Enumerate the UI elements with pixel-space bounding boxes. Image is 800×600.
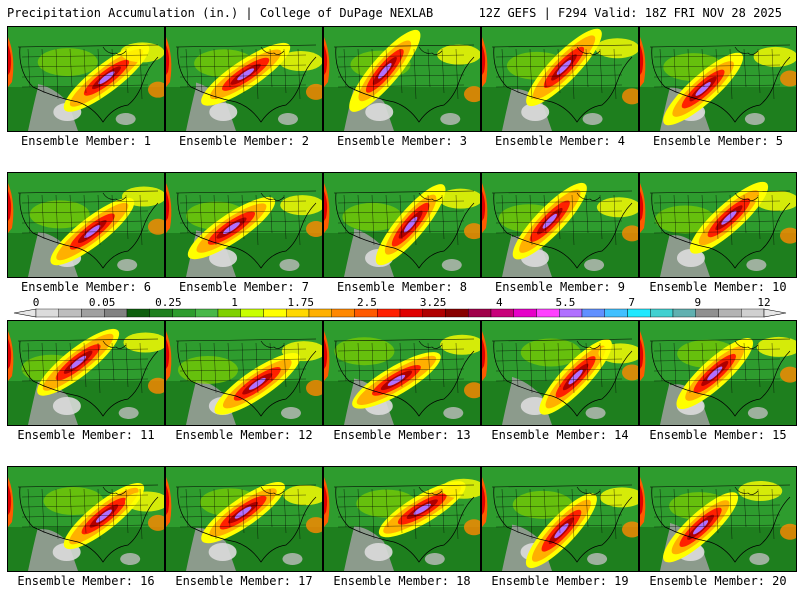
ensemble-member-label: Ensemble Member: 4 [494,134,626,148]
ensemble-member-label: Ensemble Member: 7 [178,280,310,294]
precip-map [481,26,639,132]
precip-map [481,466,639,572]
precip-map [323,172,481,278]
color-scale-tick-label: 5.5 [555,296,576,309]
ensemble-member-panel: Ensemble Member: 6 [7,172,165,294]
color-scale-tick-label: 4 [495,296,503,309]
color-scale-tick-label: 1.75 [287,296,314,309]
precip-map [7,466,165,572]
color-scale-tick-label: 7 [628,296,635,309]
ensemble-member-label: Ensemble Member: 11 [17,428,155,442]
precip-map [639,466,797,572]
precip-map [7,320,165,426]
ensemble-member-label: Ensemble Member: 12 [175,428,313,442]
ensemble-member-panel: Ensemble Member: 7 [165,172,323,294]
precip-map [165,26,323,132]
precip-map [481,320,639,426]
ensemble-member-label: Ensemble Member: 3 [336,134,468,148]
precip-map [323,26,481,132]
precip-map [639,320,797,426]
ensemble-member-label: Ensemble Member: 17 [175,574,313,588]
color-scale [0,295,800,321]
ensemble-member-label: Ensemble Member: 16 [17,574,155,588]
ensemble-member-label: Ensemble Member: 19 [491,574,629,588]
ensemble-member-panel: Ensemble Member: 18 [323,466,481,588]
color-scale-bar [13,308,787,318]
ensemble-member-panel: Ensemble Member: 13 [323,320,481,442]
ensemble-member-panel: Ensemble Member: 20 [639,466,797,588]
ensemble-member-panel: Ensemble Member: 17 [165,466,323,588]
precip-map [7,26,165,132]
color-scale-tick-label: 9 [694,296,702,309]
color-scale-tick-label: 12 [757,296,771,309]
ensemble-member-panel: Ensemble Member: 8 [323,172,481,294]
precip-map [481,172,639,278]
ensemble-member-panel: Ensemble Member: 3 [323,26,481,148]
precip-map [7,172,165,278]
page-title: Precipitation Accumulation (in.) | Colle… [7,6,434,20]
ensemble-member-label: Ensemble Member: 20 [649,574,787,588]
run-info: 12Z GEFS | F294 Valid: 18Z FRI NOV 28 20… [478,6,782,20]
color-scale-tick-label: 3.25 [419,296,447,309]
ensemble-member-label: Ensemble Member: 14 [491,428,629,442]
ensemble-member-panel: Ensemble Member: 12 [165,320,323,442]
color-scale-tick-label: 0.25 [155,296,182,309]
ensemble-member-label: Ensemble Member: 1 [20,134,152,148]
ensemble-member-panel: Ensemble Member: 19 [481,466,639,588]
ensemble-member-label: Ensemble Member: 9 [494,280,626,294]
precip-map [323,466,481,572]
ensemble-member-panel: Ensemble Member: 16 [7,466,165,588]
ensemble-member-panel: Ensemble Member: 5 [639,26,797,148]
ensemble-member-panel: Ensemble Member: 15 [639,320,797,442]
precip-map [639,26,797,132]
ensemble-member-label: Ensemble Member: 10 [649,280,787,294]
precip-map [165,466,323,572]
ensemble-member-label: Ensemble Member: 13 [333,428,471,442]
ensemble-member-label: Ensemble Member: 6 [20,280,152,294]
ensemble-member-panel: Ensemble Member: 11 [7,320,165,442]
ensemble-member-panel: Ensemble Member: 14 [481,320,639,442]
ensemble-member-panel: Ensemble Member: 1 [7,26,165,148]
ensemble-member-label: Ensemble Member: 8 [336,280,468,294]
ensemble-member-panel: Ensemble Member: 10 [639,172,797,294]
color-scale-tick-label: 1 [231,296,238,309]
precip-map [639,172,797,278]
precip-map [165,320,323,426]
precip-map [323,320,481,426]
precip-map [165,172,323,278]
ensemble-member-label: Ensemble Member: 5 [652,134,784,148]
ensemble-member-panel: Ensemble Member: 9 [481,172,639,294]
ensemble-member-label: Ensemble Member: 15 [649,428,787,442]
ensemble-member-label: Ensemble Member: 2 [178,134,310,148]
ensemble-member-label: Ensemble Member: 18 [333,574,471,588]
ensemble-member-panel: Ensemble Member: 2 [165,26,323,148]
ensemble-member-panel: Ensemble Member: 4 [481,26,639,148]
color-scale-tick-label: 0 [32,296,40,309]
color-scale-tick-label: 0.05 [88,296,116,309]
color-scale-tick-label: 2.5 [356,296,377,309]
